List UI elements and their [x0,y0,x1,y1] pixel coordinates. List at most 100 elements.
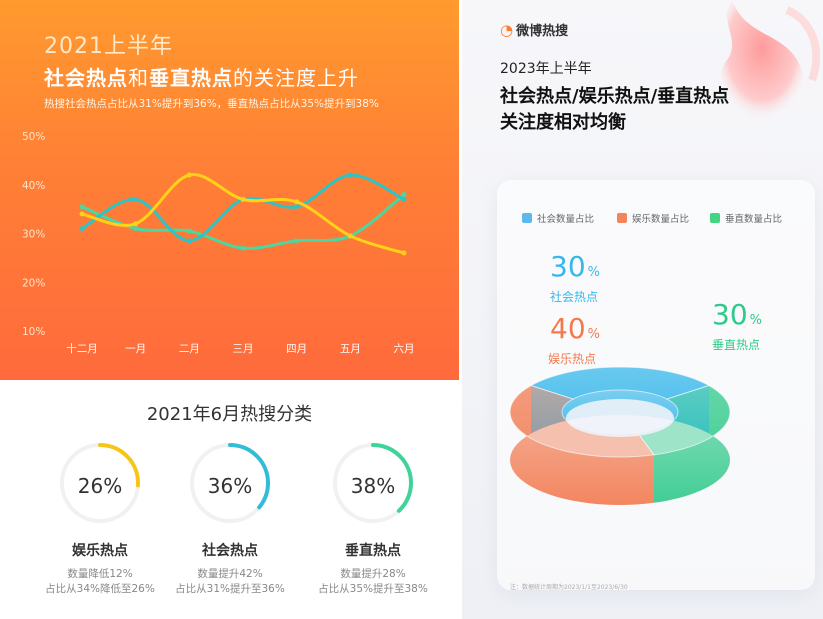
series-point [294,199,300,205]
segment-unit: % [749,313,762,328]
segment-percent: 40% [550,312,600,345]
trend-title-year: 2021上半年 [44,34,173,59]
donut-item: 26% 娱乐热点数量降低12% 占比从34%降低至26% [30,440,170,615]
donut-percent: 36% [207,474,253,498]
donut-arc [190,443,270,523]
right-period: 2023年上半年 [500,61,592,77]
series-point [240,196,246,202]
series-point [79,204,85,210]
segment-percent: 30% [712,298,762,331]
series-point [79,211,85,217]
donut-chart [60,443,140,523]
weibo-logo: ◔ 微博热搜 [500,20,568,39]
series-point [186,238,192,244]
ring-side [510,385,654,505]
series-point [347,233,353,239]
series-point [79,226,85,232]
segment-value: 30 [550,250,586,283]
donut-percent: 26% [77,474,123,498]
legend-swatch [617,213,627,223]
donut-share-change: 占比从35%提升至38% [318,583,428,595]
series-point [401,196,407,202]
segment-unit: % [587,265,600,280]
x-tick-label: 二月 [179,343,200,355]
legend-label: 社会数量占比 [537,214,595,225]
decorative-shape [720,0,821,122]
left-panel: 50% 40% 30% 20% 10% 十二月 一月 二月 三月 四月 五月 六月 2021上半年 社… [0,0,459,619]
series-point [133,221,139,227]
x-tick-label: 三月 [233,343,254,355]
segment-percent: 30% [550,250,600,283]
legend-item: 社会数量占比 [522,211,594,225]
x-tick-label: 六月 [394,343,415,355]
series-point [186,172,192,178]
donut-count-change: 数量提升28% [340,568,406,580]
series-point [401,192,407,197]
legend-label: 垂直数量占比 [725,214,783,225]
y-tick-label: 30% [22,229,45,241]
donut-item: 36% 社会热点数量提升42% 占比从31%提升至36% [160,440,300,615]
series-point [347,172,353,178]
series-point [133,196,139,202]
donut-name: 社会热点 [202,543,258,559]
segment-value: 30 [712,298,748,331]
donut-name: 垂直热点 [345,543,401,559]
trend-subtitle: 热搜社会热点占比从31%提升到36%，垂直热点占比从35%提升到38% [44,98,379,110]
trend-title-part2: 和 [128,66,149,90]
series-line [80,173,406,255]
series-point [294,238,300,244]
ring-hole [566,399,674,437]
donut-chart [190,443,270,523]
trend-section: 50% 40% 30% 20% 10% 十二月 一月 二月 三月 四月 五月 六月 2021上半年 社… [0,0,459,380]
category-section: 2021年6月热搜分类 26% 娱乐热点数量降低12% 占比从34%降低至26% 36… [0,380,459,619]
donut-arc [333,443,413,523]
x-tick-label: 一月 [125,343,146,355]
donut-arc [60,443,140,523]
trend-title: 社会热点和垂直热点的关注度上升 [44,62,359,91]
source-note: 注：数据统计周期为2023/1/1至2023/6/30 [510,584,628,591]
segment-value: 40 [550,312,586,345]
series-point [240,245,246,251]
series-point [294,204,300,210]
segment-label: 社会热点 [550,290,599,304]
donut-name: 娱乐热点 [72,543,128,559]
legend-item: 垂直数量占比 [710,211,782,225]
series-point [133,226,139,232]
legend-label: 娱乐数量占比 [632,214,690,225]
donut-item: 38% 垂直热点数量提升28% 占比从35%提升至38% [303,440,443,615]
category-title: 2021年6月热搜分类 [146,404,313,425]
right-headline: 社会热点/娱乐热点/垂直热点 [500,86,730,107]
x-tick-label: 四月 [286,343,307,355]
y-tick-label: 20% [22,277,45,289]
x-tick-label: 十二月 [66,342,98,355]
segment-label: 娱乐热点 [548,352,597,366]
donut-percent: 38% [350,474,396,498]
x-tick-label: 五月 [340,343,361,355]
legend-item: 娱乐数量占比 [617,211,689,225]
right-headline-2: 关注度相对均衡 [500,112,626,133]
donut-count-change: 数量降低12% [67,568,133,580]
ring-side [653,385,730,503]
line-chart: 50% 40% 30% 20% 10% 十二月 一月 二月 三月 四月 五月 六月 [22,131,415,355]
ring-chart [509,366,731,505]
series-point [401,250,407,256]
trend-title-part1: 社会热点 [44,66,128,90]
donut-chart [333,443,413,523]
y-tick-label: 50% [22,131,45,143]
logo-text: 微博热搜 [516,24,569,39]
segment-unit: % [587,327,600,342]
donut-count-change: 数量提升42% [197,568,263,580]
y-tick-label: 10% [22,326,45,338]
legend-swatch [710,213,720,223]
hot-search-icon: ◔ [500,21,514,39]
y-tick-label: 40% [22,180,45,192]
series-line [80,193,406,250]
series-line [80,173,406,243]
segment-label: 垂直热点 [712,338,761,352]
trend-title-part3: 垂直热点 [149,66,233,90]
legend-swatch [522,213,532,223]
donut-share-change: 占比从34%降低至26% [45,583,155,595]
donut-share-change: 占比从31%提升至36% [175,583,285,595]
right-panel: ◔ 微博热搜 2023年上半年 社会热点/娱乐热点/垂直热点 关注度相对均衡 社会… [462,0,823,619]
series-point [186,228,192,234]
